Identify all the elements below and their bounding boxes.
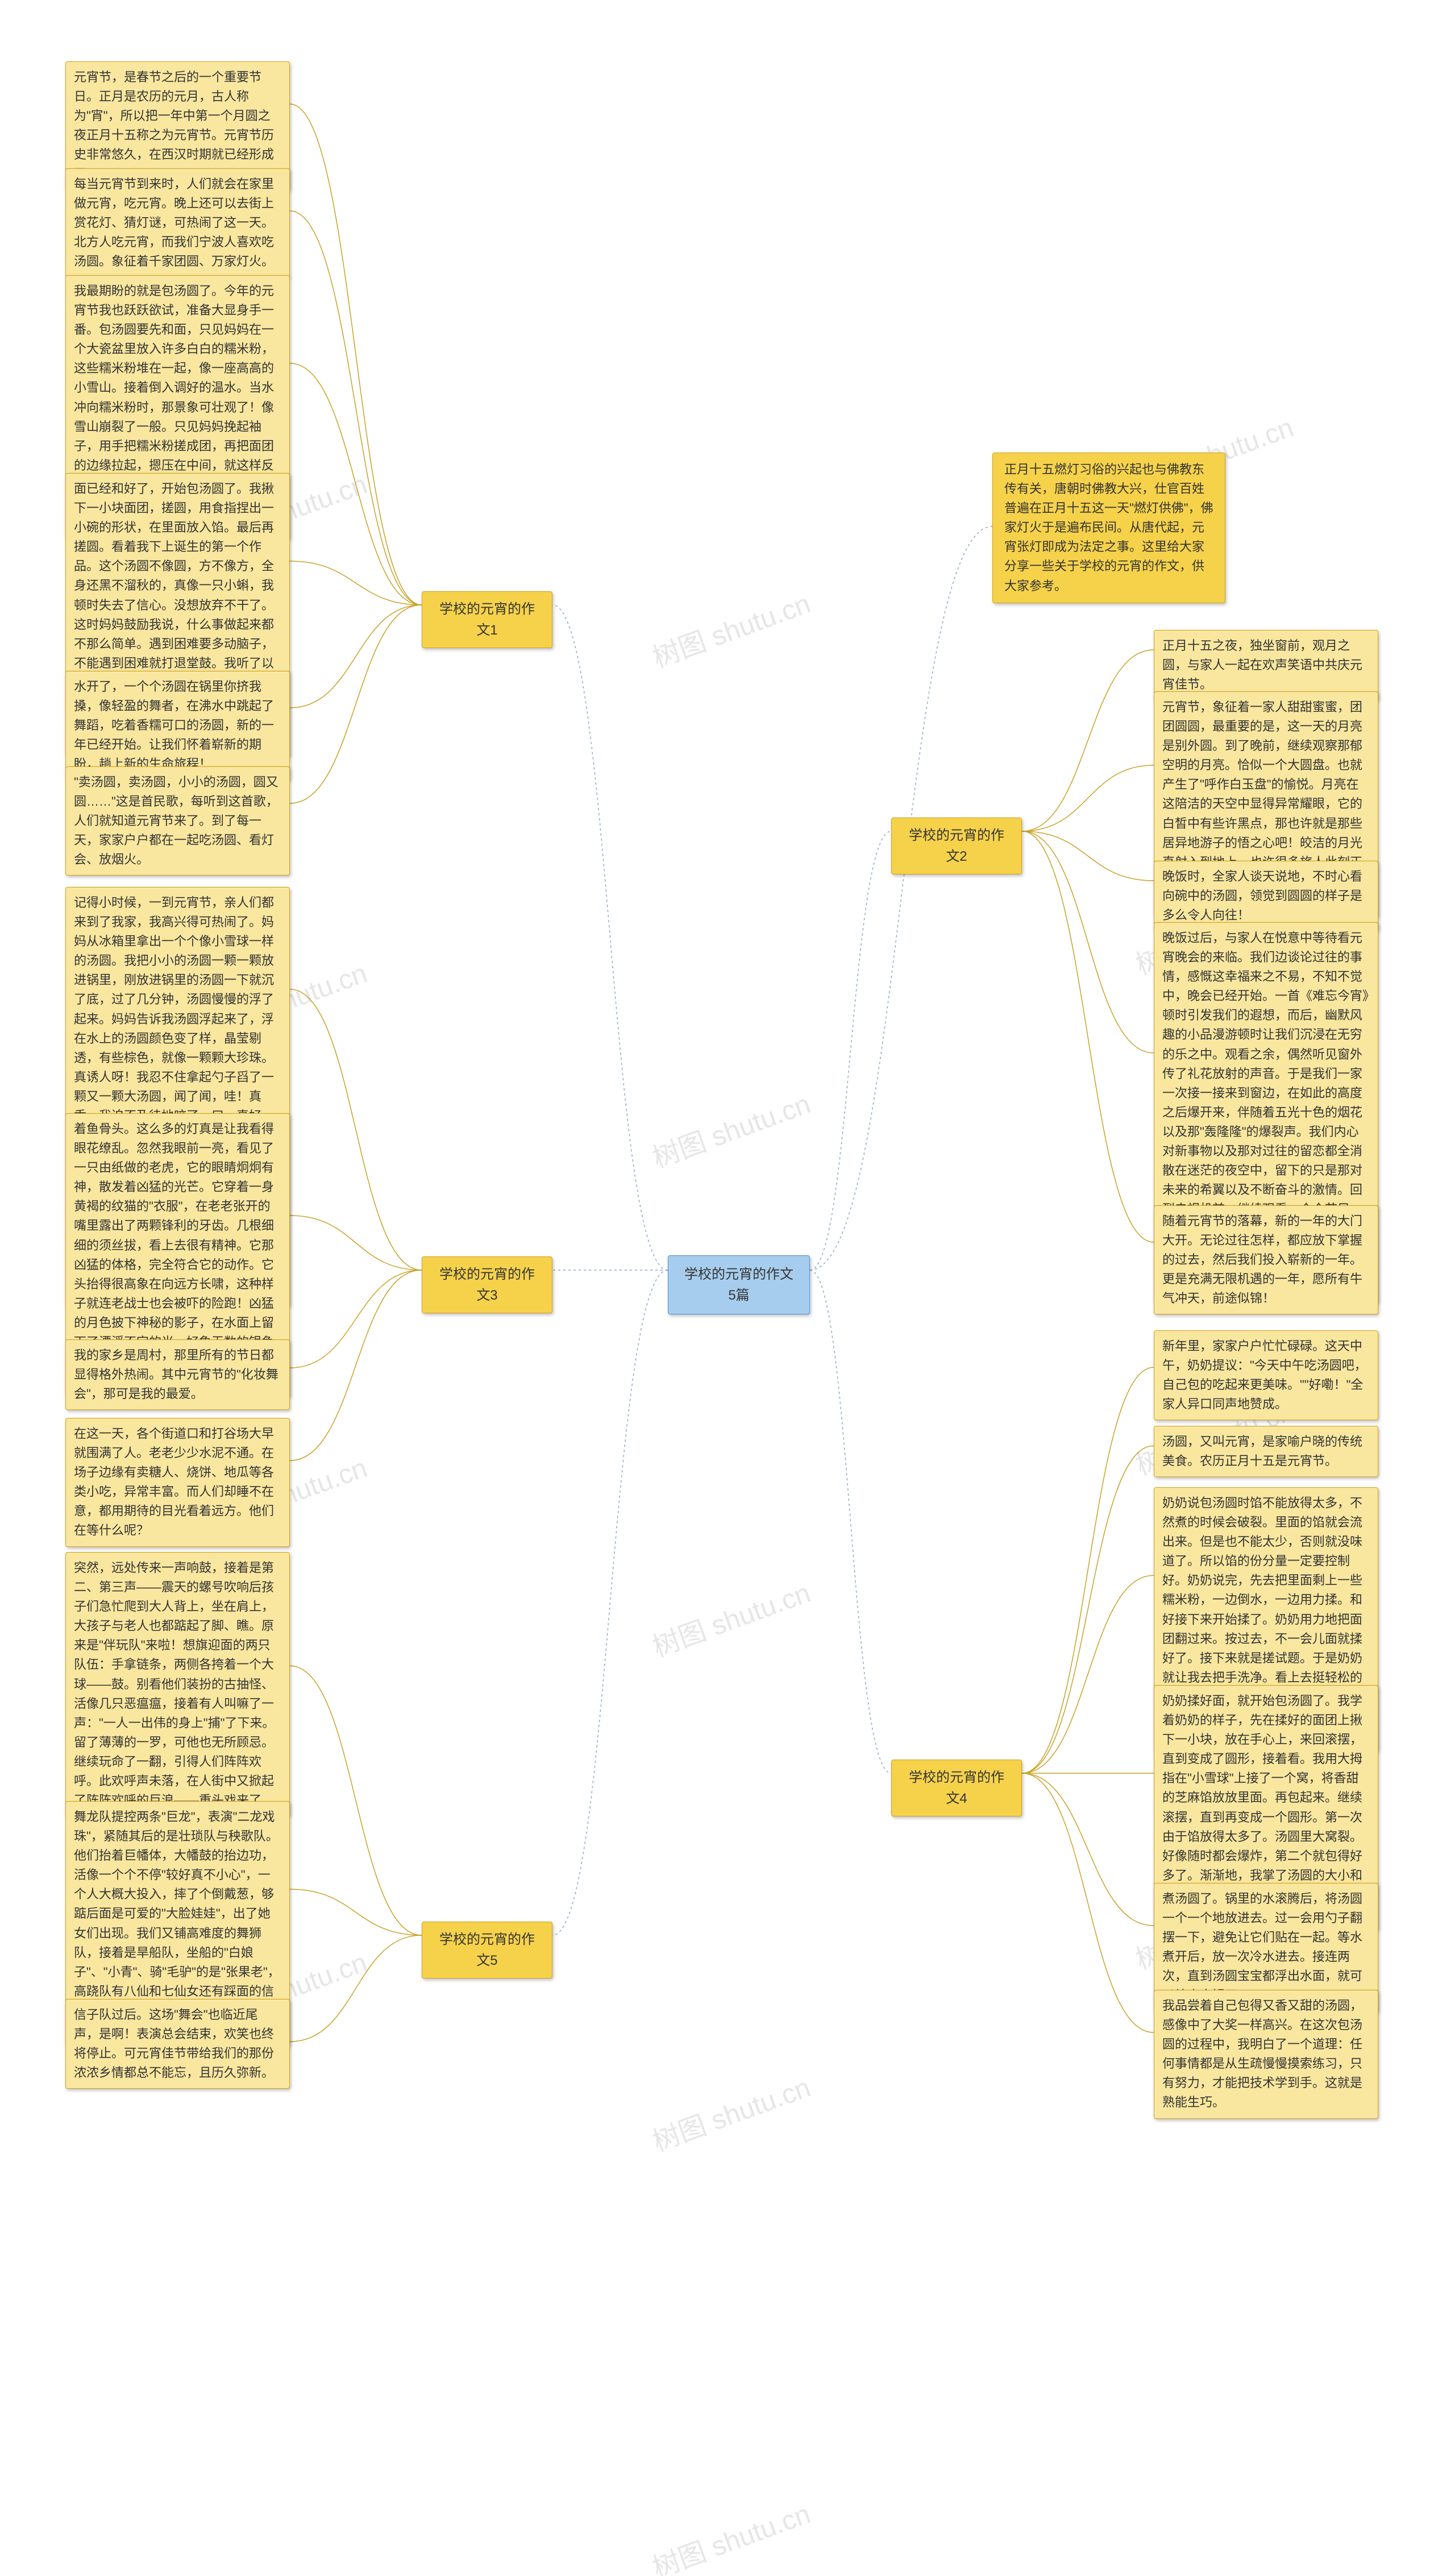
watermark: 树图 shutu.cn bbox=[646, 581, 815, 675]
branch-b1: 学校的元宵的作文1 bbox=[422, 591, 552, 648]
leaf-b1l5: 水开了，一个个汤圆在锅里你挤我搡，像轻盈的舞者，在沸水中跳起了舞蹈，吃着香糯可口… bbox=[65, 671, 290, 780]
watermark: 树图 shutu.cn bbox=[646, 2065, 815, 2159]
leaf-b5l1: 突然，远处传来一声响鼓，接着是第二、第三声——震天的螺号吹响后孩子们急忙爬到大人… bbox=[65, 1552, 290, 1816]
leaf-b4l1: 新年里，家家户户忙忙碌碌。这天中午，奶奶提议："今天中午吃汤圆吧，自己包的吃起来… bbox=[1154, 1330, 1378, 1420]
branch-b3: 学校的元宵的作文3 bbox=[422, 1256, 552, 1313]
leaf-b4l2: 汤圆，又叫元宵，是家喻户晓的传统美食。农历正月十五是元宵节。 bbox=[1154, 1426, 1378, 1477]
leaf-b2l1: 正月十五之夜，独坐窗前，观月之圆，与家人一起在欢声笑语中共庆元宵佳节。 bbox=[1154, 630, 1378, 700]
leaf-b3l4: 在这一天，各个街道口和打谷场大早就围满了人。老老少少水泥不通。在场子边缘有卖糖人… bbox=[65, 1418, 290, 1547]
branch-b2: 学校的元宵的作文2 bbox=[891, 818, 1022, 874]
leaf-b1l6: "卖汤圆，卖汤圆，小小的汤圆，圆又圆……"这是首民歌，每听到这首歌，人们就知道元… bbox=[65, 766, 290, 876]
watermark: 树图 shutu.cn bbox=[646, 2491, 815, 2576]
leaf-b1l2: 每当元宵节到来时，人们就会在家里做元宵，吃元宵。晚上还可以去街上赏花灯、猜灯谜，… bbox=[65, 168, 290, 277]
branch-b4: 学校的元宵的作文4 bbox=[891, 1760, 1022, 1816]
branch-b5: 学校的元宵的作文5 bbox=[422, 1922, 552, 1978]
leaf-b5l3: 信子队过后。这场"舞会"也临近尾声，是啊！表演总会结束，欢笑也终将停止。可元宵佳… bbox=[65, 1999, 290, 2089]
intro-node: 正月十五燃灯习俗的兴起也与佛教东传有关，唐朝时佛教大兴，仕官百姓普遍在正月十五这… bbox=[992, 453, 1225, 603]
watermark: 树图 shutu.cn bbox=[646, 1570, 815, 1664]
leaf-b2l3: 晚饭时，全家人谈天说地，不时心看向碗中的汤圆，领觉到圆圆的样子是多么令人向往！ bbox=[1154, 861, 1378, 931]
leaf-b3l3: 我的家乡是周村，那里所有的节日都显得格外热闹。其中元宵节的"化妆舞会"，那可是我… bbox=[65, 1339, 290, 1410]
mindmap-canvas: 树图 shutu.cn 树图 shutu.cn 树图 shutu.cn 树图 shut… bbox=[0, 0, 1455, 2576]
root-node: 学校的元宵的作文5篇 bbox=[668, 1255, 810, 1314]
watermark: 树图 shutu.cn bbox=[646, 1081, 815, 1175]
leaf-b4l6: 我品尝着自己包得又香又甜的汤圆，感像中了大奖一样高兴。在这次包汤圆的过程中，我明… bbox=[1154, 1990, 1378, 2119]
leaf-b2l5: 随着元宵节的落幕，新的一年的大门大开。无论过往怎样，都应放下掌握的过去，然后我们… bbox=[1154, 1205, 1378, 1314]
